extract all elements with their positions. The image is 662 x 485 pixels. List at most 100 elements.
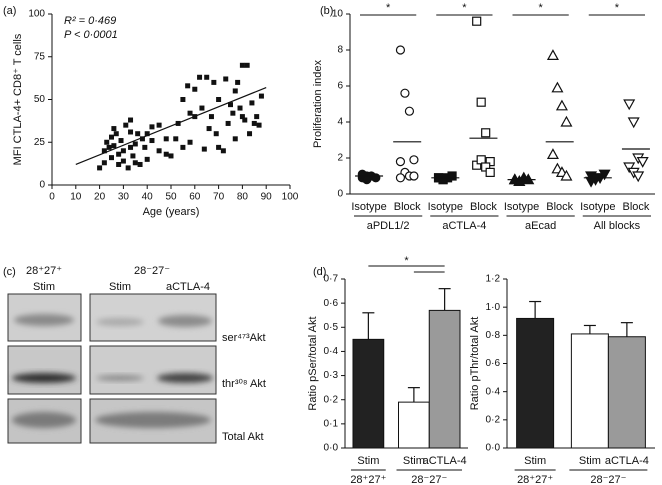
- x-tick-label: 10: [70, 192, 82, 203]
- x-tick-label: Stim: [357, 455, 379, 467]
- scatter-point: [109, 155, 114, 161]
- scatter-point: [97, 165, 103, 171]
- annotation: P < 0·0001: [64, 29, 118, 41]
- data-point: [627, 117, 640, 129]
- scatter-point: [111, 143, 117, 149]
- bar: [516, 317, 555, 449]
- scatter-point: [128, 117, 134, 123]
- x-tick-label: 80: [237, 192, 249, 203]
- blot-row-label: Total Akt: [222, 431, 264, 443]
- data-point: [560, 115, 573, 127]
- scatter-point: [104, 139, 110, 145]
- data-point: [371, 173, 381, 183]
- scatter-point: [235, 79, 241, 85]
- group-label: 28⁻27⁻: [590, 474, 626, 485]
- trend-line: [75, 86, 267, 166]
- scatter-point: [111, 126, 117, 132]
- blot-band: [95, 412, 211, 428]
- data-point: [476, 97, 486, 107]
- x-tick-label: Stim: [579, 455, 601, 467]
- scatter-point: [249, 100, 255, 106]
- group-label: aPDL1/2: [367, 220, 410, 232]
- scatter-point: [197, 74, 203, 80]
- data-point: [632, 171, 645, 183]
- scatter-point: [239, 62, 245, 68]
- bar: [428, 309, 461, 449]
- scatter-point: [168, 153, 174, 159]
- y-tick-label: 0·0: [324, 443, 339, 454]
- group-label: 28⁺27⁺: [517, 474, 553, 485]
- scatter-point: [258, 93, 264, 99]
- panel-label: (b): [320, 5, 333, 17]
- blot-band: [14, 314, 74, 326]
- bar: [352, 338, 385, 449]
- scatter-point: [149, 138, 155, 144]
- scatter-point: [156, 148, 162, 154]
- y-tick-label: 75: [34, 51, 46, 62]
- blot-group-label: 28⁻27⁻: [134, 265, 170, 277]
- blot-group-label: 28⁺27⁺: [26, 265, 62, 277]
- blot-row-label: thr³⁰⁸ Akt: [222, 378, 266, 390]
- scatter-point: [237, 105, 243, 111]
- scatter-point: [216, 97, 222, 102]
- group-label: All blocks: [594, 220, 641, 232]
- blot-frame: [89, 345, 217, 395]
- blot-band: [12, 373, 76, 383]
- x-tick-label: aCTLA-4: [605, 455, 649, 467]
- x-tick-label: Isotype: [351, 201, 386, 213]
- data-point: [409, 155, 419, 165]
- bar: [607, 336, 646, 449]
- panel-label: (d): [313, 266, 326, 278]
- y-tick-label: 0·6: [486, 358, 501, 369]
- y-tick-label: 0: [337, 189, 343, 200]
- scatter-point: [149, 124, 155, 130]
- blot-lane-label: aCTLA-4: [166, 281, 210, 293]
- x-tick-label: Block: [622, 201, 649, 213]
- scatter-point: [144, 131, 150, 137]
- scatter-point: [220, 148, 226, 154]
- scatter-point: [192, 86, 198, 92]
- blot-frame: [7, 345, 82, 395]
- x-tick-label: 0: [49, 192, 55, 203]
- x-tick-label: 50: [165, 192, 177, 203]
- x-tick-label: Stim: [524, 455, 546, 467]
- scatter-point: [128, 129, 134, 135]
- data-point: [546, 49, 559, 61]
- scatter-point: [132, 160, 138, 166]
- x-tick-label: aCTLA-4: [423, 455, 467, 467]
- y-tick-label: 0·4: [324, 346, 339, 357]
- scatter-point: [180, 97, 186, 102]
- significance-label: *: [538, 2, 543, 14]
- scatter-point: [208, 114, 214, 120]
- x-tick-label: 90: [261, 192, 273, 203]
- x-tick-label: 100: [282, 192, 299, 203]
- data-point: [395, 157, 406, 167]
- y-tick-label: 1·0: [486, 302, 501, 313]
- y-tick-label: 6: [337, 81, 343, 92]
- scatter-point: [244, 62, 250, 68]
- x-tick-label: 30: [118, 192, 130, 203]
- scatter-point: [225, 120, 231, 126]
- y-axis-label: MFI CTLA-4+ CD8⁺ T cells: [12, 33, 24, 165]
- bar: [570, 333, 609, 449]
- x-tick-label: 20: [94, 192, 106, 203]
- data-point: [481, 128, 491, 138]
- scatter-point: [128, 144, 134, 150]
- western-blot: 28⁺27⁺ Stim 28⁻27⁻ Stim aCTLA-4 ser⁴⁷³Ak…: [7, 265, 266, 444]
- blot-lane-label: Stim: [109, 281, 131, 293]
- scatter-point: [232, 136, 238, 142]
- data-point: [598, 169, 611, 181]
- y-axis-label: Ratio pSer/total Akt: [307, 316, 319, 410]
- scatter-point: [223, 76, 229, 82]
- group-label: 28⁺27⁺: [350, 474, 386, 485]
- scatter-point: [132, 141, 138, 147]
- scatter-point: [230, 110, 236, 116]
- scatter-point: [173, 136, 179, 142]
- scatter-point: [163, 136, 169, 142]
- y-tick-label: 1·2: [486, 274, 501, 285]
- blot-row-label: ser⁴⁷³Akt: [222, 332, 266, 344]
- data-point: [555, 99, 568, 111]
- scatter-point: [109, 134, 114, 140]
